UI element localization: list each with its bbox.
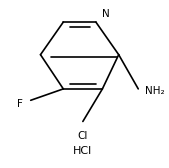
Text: N: N <box>102 9 110 19</box>
Text: NH₂: NH₂ <box>145 86 164 96</box>
Text: HCl: HCl <box>73 146 92 156</box>
Text: Cl: Cl <box>78 131 88 141</box>
Text: F: F <box>17 99 23 109</box>
